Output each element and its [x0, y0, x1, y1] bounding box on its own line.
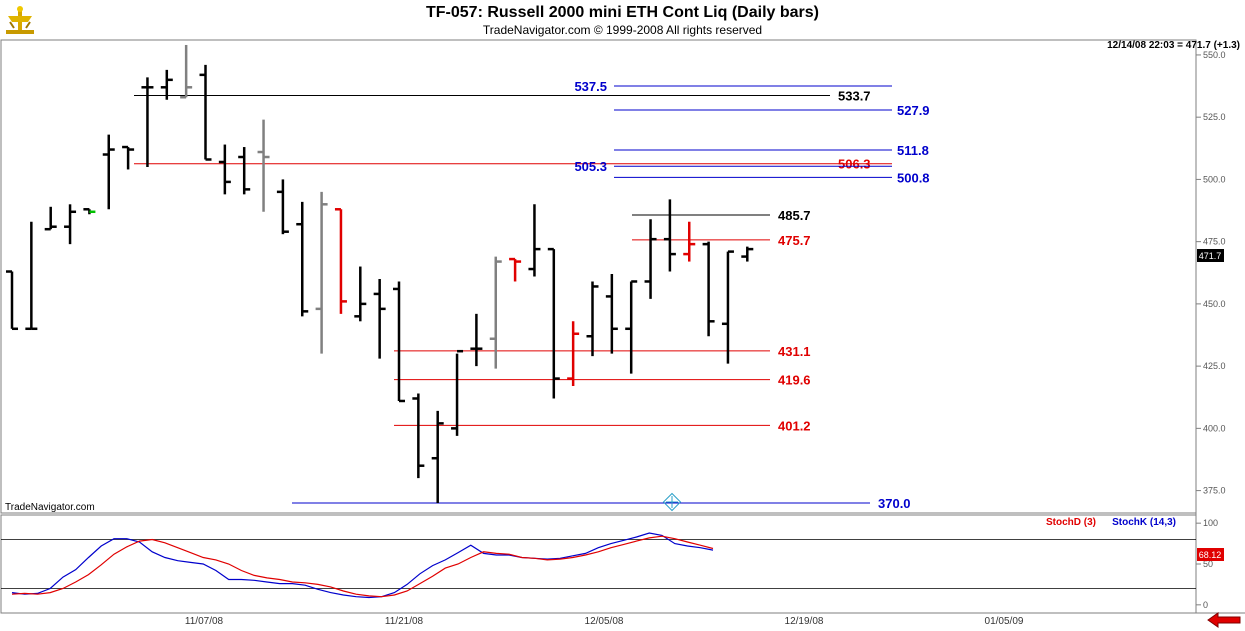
stoch-last-value-label: 68.12 — [1199, 550, 1222, 560]
ohlc-bars — [6, 44, 754, 504]
chart-title: TF-057: Russell 2000 mini ETH Cont Liq (… — [426, 4, 819, 21]
ohlc-bar — [238, 147, 251, 195]
ohlc-bar — [412, 393, 425, 479]
legend-stoch-k: StochK (14,3) — [1112, 517, 1176, 528]
last-price-badge — [1197, 249, 1224, 262]
price-panel-frame — [0, 39, 1197, 514]
date-tick-label: 12/05/08 — [585, 616, 624, 627]
date-tick-label: 01/05/09 — [985, 616, 1024, 627]
ohlc-bar — [296, 201, 309, 317]
level-label: 401.2 — [778, 418, 811, 433]
ohlc-bar — [199, 64, 212, 161]
ohlc-bar — [470, 313, 483, 367]
ohlc-bar — [663, 199, 676, 272]
ohlc-bar — [451, 349, 464, 436]
ohlc-bar — [180, 44, 193, 99]
trade-navigator-logo-icon[interactable] — [4, 4, 36, 36]
ohlc-bar — [567, 321, 580, 387]
ohlc-bar — [44, 206, 57, 231]
date-tick-label: 12/19/08 — [785, 616, 824, 627]
price-tick-label: 525.0 — [1203, 112, 1226, 122]
price-tick-label: 475.0 — [1203, 237, 1226, 247]
level-label: 511.8 — [897, 143, 929, 158]
ohlc-bar — [218, 144, 231, 195]
stoch-tick-label: 100 — [1203, 518, 1218, 528]
level-label: 485.7 — [778, 208, 811, 223]
level-label: 506.3 — [838, 157, 871, 172]
red-left-arrow-icon[interactable] — [1207, 612, 1241, 628]
stoch-tick-label: 0 — [1203, 600, 1208, 610]
date-tick-label: 11/07/08 — [185, 616, 224, 627]
stochastic-axis-ticks: 0 50 100 — [1196, 518, 1218, 610]
ohlc-bar — [102, 134, 115, 210]
ohlc-bar — [489, 256, 502, 369]
watermark-label: TradeNavigator.com — [5, 502, 95, 513]
support-resistance-levels: 537.5 533.7 527.9 511.8 506.3 505.3 500.8 485.7… — [134, 79, 930, 511]
ohlc-bar — [586, 281, 599, 357]
date-tick-label: 11/21/08 — [385, 616, 424, 627]
price-tick-label: 500.0 — [1203, 174, 1226, 184]
level-label: 505.3 — [574, 159, 607, 174]
ohlc-bar — [64, 204, 77, 245]
level-label: 527.9 — [897, 103, 930, 118]
ohlc-bar — [354, 266, 367, 322]
level-label: 370.0 — [878, 496, 911, 511]
crosshair-marker-icon[interactable] — [662, 492, 682, 512]
ohlc-bar — [160, 69, 173, 100]
level-label: 431.1 — [778, 344, 811, 359]
timestamp-label: 12/14/08 22:03 = 471.7 (+1.3) — [1107, 40, 1240, 51]
price-tick-label: 400.0 — [1203, 423, 1226, 433]
level-label: 419.6 — [778, 373, 811, 388]
ohlc-bar — [528, 204, 541, 277]
ohlc-bar — [122, 145, 135, 170]
ohlc-bar — [373, 278, 386, 359]
ohlc-bar — [605, 274, 618, 354]
ohlc-bar — [315, 191, 328, 354]
time-axis-labels: 11/07/08 11/21/08 12/05/08 12/19/08 01/05/09 — [185, 616, 1024, 627]
stoch-last-value-badge — [1197, 548, 1224, 561]
last-price-label: 471.7 — [1199, 251, 1222, 261]
chart-subtitle: TradeNavigator.com © 1999-2008 All right… — [482, 23, 763, 37]
stoch-d-line — [11, 535, 714, 598]
ohlc-bar — [547, 247, 560, 399]
stochastic-lines — [1, 532, 1196, 599]
ohlc-bar — [741, 246, 754, 262]
ohlc-bar — [431, 410, 444, 504]
ohlc-bar — [644, 219, 657, 299]
ohlc-bar — [6, 270, 18, 331]
ohlc-bar — [683, 221, 696, 262]
price-axis-ticks: 375.0 400.0 425.0 450.0 475.0 500.0 525.0 550.0 — [1196, 50, 1226, 496]
ohlc-bar — [509, 257, 522, 282]
ohlc-bar — [141, 77, 154, 167]
ohlc-bar — [83, 208, 96, 215]
level-label: 475.7 — [778, 233, 811, 248]
level-label: 533.7 — [838, 89, 871, 104]
ohlc-bar — [721, 250, 734, 364]
ohlc-bar — [702, 241, 715, 337]
ohlc-bar — [276, 179, 289, 235]
price-tick-label: 550.0 — [1203, 50, 1226, 60]
stochastic-panel-frame — [0, 514, 1197, 614]
price-tick-label: 425.0 — [1203, 361, 1226, 371]
ohlc-bar — [625, 280, 638, 374]
price-tick-label: 450.0 — [1203, 299, 1226, 309]
ohlc-bar — [257, 119, 270, 212]
level-label: 537.5 — [574, 79, 607, 94]
ohlc-bar — [334, 208, 347, 314]
stoch-tick-label: 50 — [1203, 559, 1213, 569]
ohlc-bar — [25, 221, 38, 331]
chart-header: TF-057: Russell 2000 mini ETH Cont Liq (… — [0, 0, 1245, 40]
legend-stoch-d: StochD (3) — [1046, 517, 1096, 528]
ohlc-bar — [393, 281, 405, 403]
price-tick-label: 375.0 — [1203, 486, 1226, 496]
stoch-k-line — [11, 532, 714, 599]
level-label: 500.8 — [897, 170, 930, 185]
